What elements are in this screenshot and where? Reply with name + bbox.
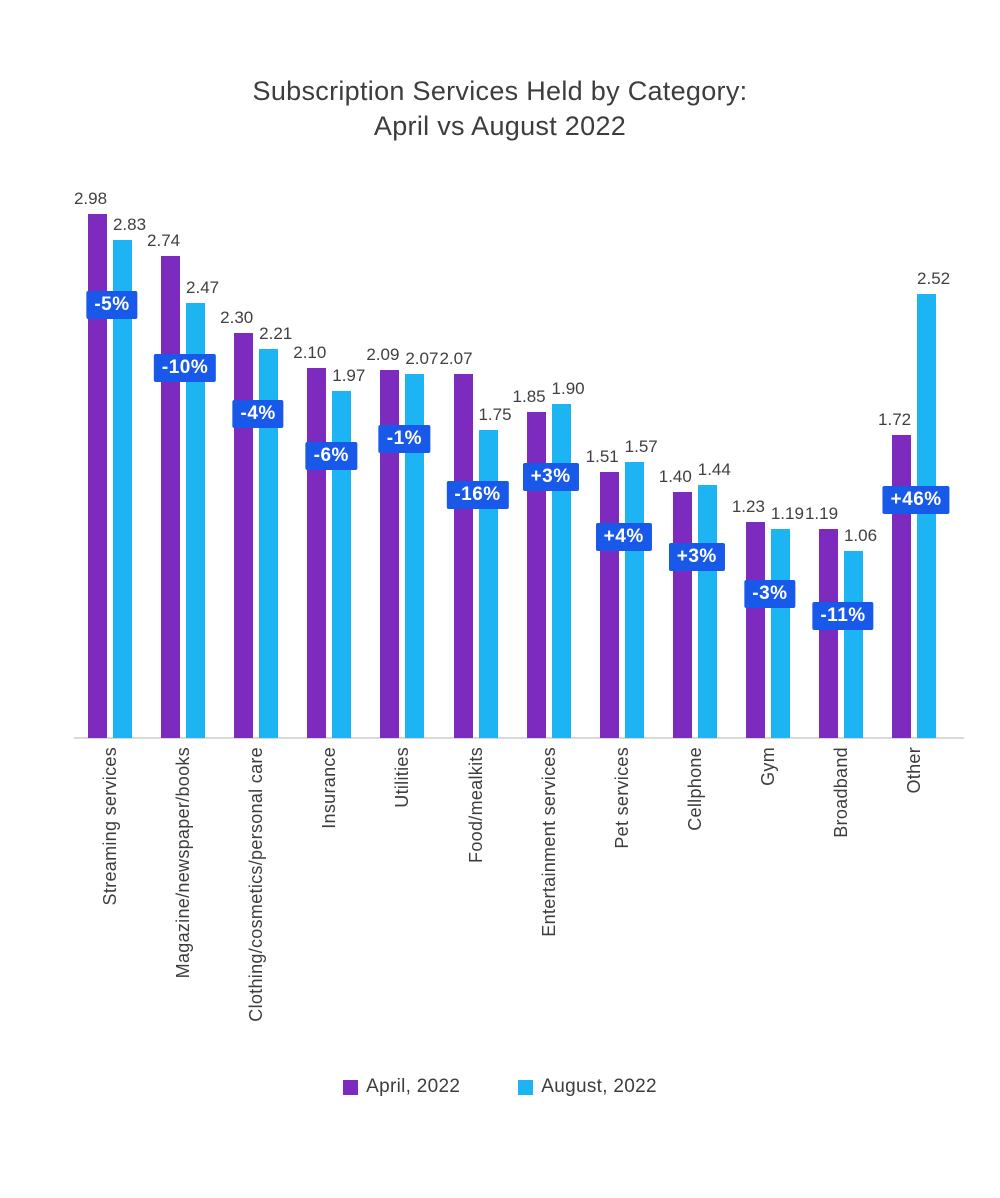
bar-august <box>917 294 937 738</box>
value-label-august: 1.06 <box>843 526 878 546</box>
bar-august <box>624 461 644 738</box>
category-label: Clothing/cosmetics/personal care <box>246 747 267 1022</box>
category-label: Insurance <box>319 747 340 829</box>
legend-swatch-icon <box>343 1079 359 1095</box>
value-label-april: 2.07 <box>439 348 473 368</box>
bar-august <box>405 373 425 738</box>
category-label: Pet services <box>611 747 632 849</box>
bar-august <box>551 403 571 738</box>
value-label-april: 2.30 <box>220 308 254 328</box>
bar-august <box>697 484 717 738</box>
bar-august <box>186 303 206 738</box>
bar-april <box>819 528 838 738</box>
change-badge: -1% <box>378 424 431 453</box>
bar-april <box>380 370 400 738</box>
change-badge: -4% <box>232 400 284 429</box>
bar-april <box>88 213 107 738</box>
bar-april <box>526 412 546 738</box>
legend-swatch-icon <box>518 1079 534 1095</box>
change-badge: +3% <box>522 463 579 492</box>
value-label-april: 1.85 <box>512 387 546 407</box>
bar-august <box>770 528 790 738</box>
bar-april <box>745 521 765 738</box>
value-label-august: 1.90 <box>551 378 585 398</box>
value-label-april: 2.09 <box>366 345 400 365</box>
chart-title: Subscription Services Held by Category: … <box>0 74 1000 144</box>
bar-august <box>113 239 132 738</box>
legend-entry-april: April, 2022 <box>343 1076 460 1098</box>
x-axis-line <box>74 737 964 739</box>
category-label: Cellphone <box>684 747 705 831</box>
category-label: Streaming services <box>100 747 120 906</box>
value-label-august: 2.52 <box>917 269 951 289</box>
legend-label: April, 2022 <box>366 1076 461 1097</box>
value-label-august: 2.21 <box>259 324 293 344</box>
bar-april <box>453 373 473 738</box>
value-label-august: 1.57 <box>624 436 658 456</box>
change-badge: +4% <box>595 523 652 552</box>
bar-august <box>478 430 498 738</box>
bar-august <box>844 551 863 738</box>
value-label-august: 2.47 <box>186 278 220 298</box>
change-badge: -5% <box>86 290 138 319</box>
category-label: Gym <box>757 747 778 786</box>
value-label-april: 2.98 <box>73 188 108 208</box>
value-label-april: 1.51 <box>585 447 619 467</box>
change-badge: -10% <box>153 354 217 383</box>
bar-april <box>599 472 619 738</box>
change-badge: -11% <box>812 602 874 631</box>
value-label-april: 2.10 <box>293 343 327 363</box>
value-label-august: 2.83 <box>112 214 147 234</box>
change-badge: +3% <box>668 542 725 571</box>
category-label: Entertainment services <box>538 747 559 937</box>
bar-april <box>161 255 181 738</box>
bar-august <box>332 391 352 738</box>
chart-title-line2: April vs August 2022 <box>373 111 627 141</box>
bar-august <box>259 349 279 738</box>
category-label: Utilities <box>392 747 413 808</box>
bar-april <box>892 435 912 738</box>
value-label-april: 1.40 <box>658 466 692 486</box>
change-badge: -6% <box>305 442 357 471</box>
category-label: Magazine/newspaper/books <box>173 747 194 979</box>
value-label-august: 1.19 <box>770 503 804 523</box>
bar-april <box>234 333 254 738</box>
value-label-april: 1.23 <box>731 496 765 516</box>
bar-april <box>307 368 327 738</box>
value-label-august: 2.07 <box>405 348 439 368</box>
change-badge: -16% <box>446 481 509 509</box>
value-label-april: 2.74 <box>147 230 181 250</box>
bar-april <box>672 491 692 738</box>
change-badge: -3% <box>744 579 796 608</box>
value-label-august: 1.97 <box>332 366 366 386</box>
chart-title-line1: Subscription Services Held by Category: <box>252 76 748 106</box>
value-label-april: 1.19 <box>804 503 839 523</box>
legend-label: August, 2022 <box>541 1076 657 1097</box>
chart-legend: April, 2022 August, 2022 <box>0 1076 1000 1098</box>
category-label: Food/mealkits <box>465 747 486 863</box>
category-label: Broadband <box>831 747 851 838</box>
category-label: Other <box>904 747 925 794</box>
value-label-april: 1.72 <box>878 410 912 430</box>
value-label-august: 1.75 <box>478 405 512 424</box>
value-label-august: 1.44 <box>697 459 731 479</box>
change-badge: +46% <box>882 486 950 515</box>
legend-entry-august: August, 2022 <box>518 1076 657 1098</box>
